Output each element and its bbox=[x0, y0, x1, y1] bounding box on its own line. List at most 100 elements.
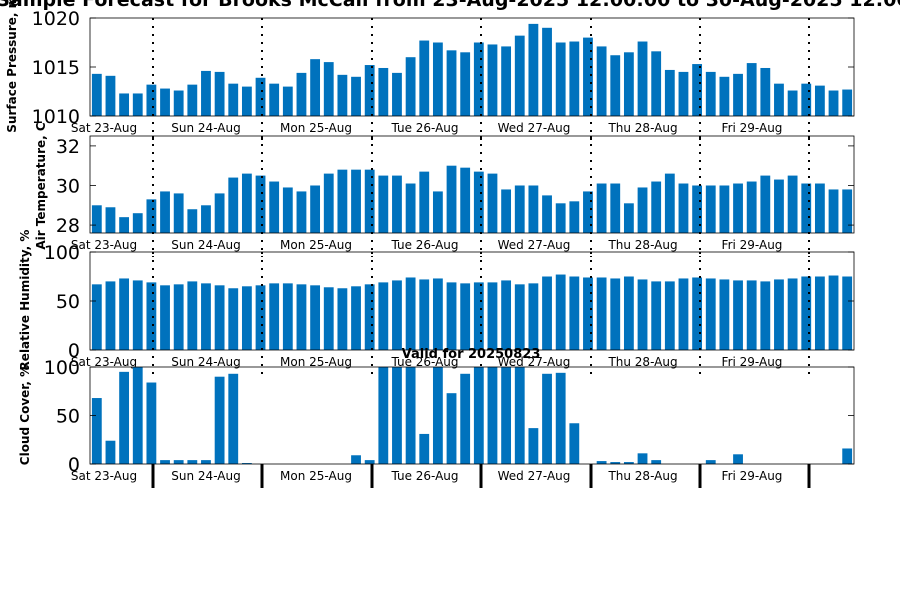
bar bbox=[364, 169, 375, 233]
bar bbox=[610, 55, 621, 116]
bar bbox=[132, 213, 143, 233]
bar bbox=[842, 189, 853, 233]
x-tick-label: Wed 27-Aug bbox=[498, 238, 571, 252]
bar bbox=[528, 428, 539, 464]
bar bbox=[201, 283, 211, 350]
bar bbox=[542, 276, 552, 350]
x-tick-label: Tue 26-Aug bbox=[390, 469, 458, 483]
bar bbox=[514, 185, 525, 233]
bar bbox=[501, 46, 512, 116]
bar bbox=[323, 62, 334, 116]
bar bbox=[432, 191, 443, 233]
bar bbox=[473, 42, 484, 116]
bar bbox=[460, 373, 471, 464]
bar bbox=[105, 207, 116, 233]
bar bbox=[351, 169, 361, 233]
bar bbox=[473, 171, 484, 233]
bar bbox=[378, 67, 389, 116]
x-tick-label: Mon 25-Aug bbox=[280, 355, 352, 369]
bar bbox=[828, 275, 839, 350]
bar bbox=[664, 69, 675, 116]
y-axis-label: Air Temperature, C bbox=[34, 122, 48, 250]
bar bbox=[842, 276, 853, 350]
bar bbox=[132, 280, 143, 350]
x-tick-label: Wed 27-Aug bbox=[498, 355, 571, 369]
x-tick-label: Fri 29-Aug bbox=[722, 355, 783, 369]
bar bbox=[282, 283, 293, 350]
bar bbox=[801, 276, 812, 350]
bar bbox=[705, 278, 716, 350]
x-tick-label: Sun 24-Aug bbox=[171, 355, 240, 369]
bar bbox=[801, 183, 812, 233]
chart-panels: 1010 1015 1020 Sat 23-Aug Sun 24-Aug Mon 25-A… bbox=[5, 0, 855, 488]
bar bbox=[514, 35, 525, 116]
bar bbox=[241, 463, 252, 464]
bar bbox=[228, 288, 239, 350]
bar bbox=[351, 286, 361, 350]
x-tick-label: Mon 25-Aug bbox=[280, 238, 352, 252]
bar bbox=[296, 72, 307, 116]
bar bbox=[241, 173, 252, 233]
bar bbox=[323, 287, 334, 350]
bar bbox=[214, 193, 225, 233]
x-tick-label: Tue 26-Aug bbox=[390, 238, 458, 252]
bar bbox=[692, 64, 703, 116]
bar bbox=[514, 284, 525, 350]
bar bbox=[637, 41, 648, 116]
bar bbox=[392, 175, 402, 233]
bar bbox=[296, 284, 307, 350]
bar bbox=[160, 285, 170, 350]
axes-frame bbox=[89, 366, 855, 465]
bar bbox=[187, 209, 198, 233]
bar bbox=[678, 183, 689, 233]
bar bbox=[446, 393, 457, 464]
bar bbox=[173, 90, 184, 116]
bar bbox=[337, 169, 348, 233]
bar bbox=[746, 63, 757, 116]
bar bbox=[542, 195, 552, 233]
bar bbox=[105, 440, 116, 464]
y-tick-label: 100 bbox=[44, 242, 80, 264]
bar bbox=[596, 46, 607, 116]
bar bbox=[269, 181, 280, 233]
x-tick-label: Fri 29-Aug bbox=[722, 469, 783, 483]
bar bbox=[296, 191, 307, 233]
y-tick-label: 28 bbox=[56, 215, 80, 237]
x-tick-label: Thu 28-Aug bbox=[607, 355, 677, 369]
bar bbox=[419, 171, 430, 233]
bar bbox=[555, 42, 566, 116]
bar bbox=[419, 40, 430, 116]
bar bbox=[201, 70, 211, 116]
bar bbox=[91, 205, 102, 233]
bar bbox=[364, 284, 375, 350]
bar bbox=[160, 460, 170, 464]
bar bbox=[555, 203, 566, 233]
x-tick-label: Sun 24-Aug bbox=[171, 238, 240, 252]
bar bbox=[801, 83, 812, 116]
bar bbox=[583, 277, 593, 350]
bar bbox=[501, 367, 512, 464]
bar bbox=[746, 181, 757, 233]
bar bbox=[637, 187, 648, 233]
bar bbox=[555, 274, 566, 350]
bar bbox=[432, 367, 443, 464]
bar bbox=[419, 279, 430, 350]
bar bbox=[105, 281, 116, 350]
bar bbox=[214, 71, 225, 116]
bar bbox=[119, 93, 130, 116]
bar bbox=[269, 283, 280, 350]
y-axis-label: Surface Pressure, mb bbox=[5, 0, 19, 133]
bar bbox=[514, 367, 525, 464]
bar bbox=[119, 278, 130, 350]
bar bbox=[542, 373, 552, 464]
bar bbox=[146, 382, 157, 464]
bar bbox=[146, 282, 157, 350]
bar bbox=[705, 185, 716, 233]
bar bbox=[173, 284, 184, 350]
bar bbox=[91, 398, 102, 464]
bar bbox=[241, 286, 252, 350]
bar bbox=[664, 281, 675, 350]
x-tick-label: Sun 24-Aug bbox=[171, 469, 240, 483]
y-tick-label: 0 bbox=[68, 340, 80, 362]
